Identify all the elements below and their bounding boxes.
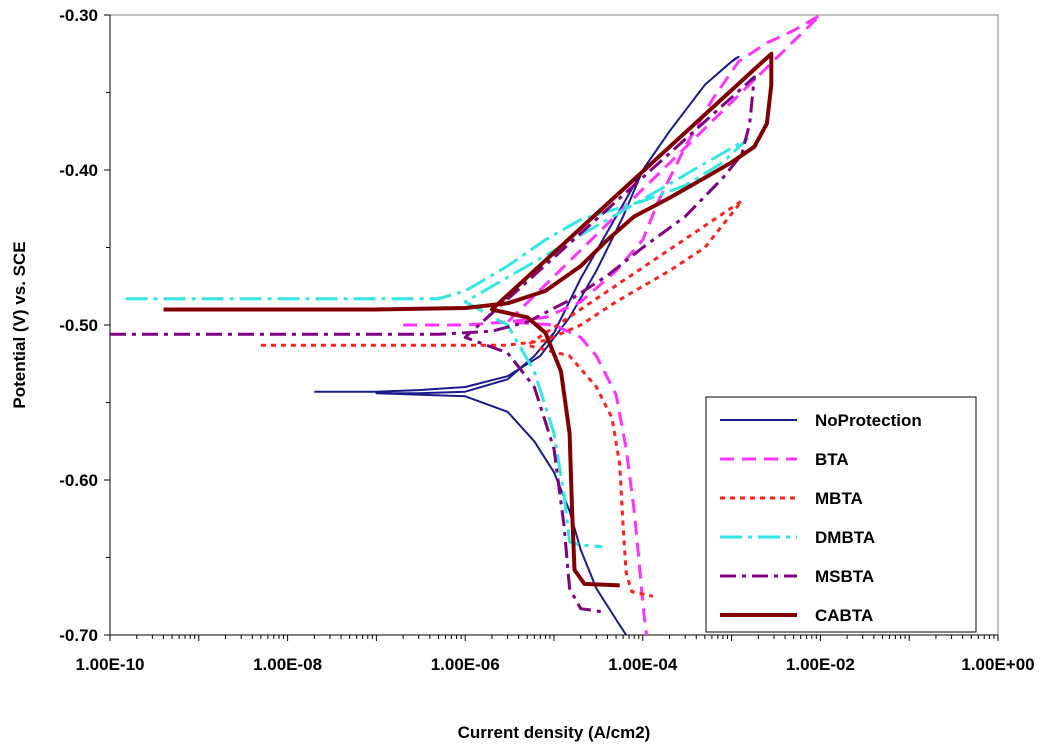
y-tick-label: -0.60 xyxy=(59,471,98,490)
y-axis-title: Potential (V) vs. SCE xyxy=(10,241,29,408)
x-tick-label: 1.00E+00 xyxy=(961,655,1034,674)
y-tick-label: -0.50 xyxy=(59,316,98,335)
x-axis-title: Current density (A/cm2) xyxy=(458,723,651,742)
axes: -0.30 -0.40 -0.50 -0.60 -0.70 1.00E-10 1.00E-0… xyxy=(59,6,1034,674)
legend-label-dmbta: DMBTA xyxy=(815,528,875,547)
x-tick-label: 1.00E-02 xyxy=(786,655,855,674)
series-line-msbta xyxy=(110,75,756,614)
x-tick-label: 1.00E-04 xyxy=(608,655,678,674)
series-line-bta xyxy=(403,15,822,635)
y-tick-label: -0.70 xyxy=(59,626,98,645)
legend-label-msbta: MSBTA xyxy=(815,567,874,586)
x-tick-label: 1.00E-10 xyxy=(76,655,145,674)
legend: NoProtection BTA MBTA DMBTA MSBTA CABTA xyxy=(705,396,977,633)
x-tick-label: 1.00E-08 xyxy=(253,655,322,674)
series-layer xyxy=(110,15,822,635)
legend-label-cabta: CABTA xyxy=(815,606,873,625)
legend-box xyxy=(705,396,977,633)
x-tick-label: 1.00E-06 xyxy=(431,655,500,674)
y-tick-label: -0.30 xyxy=(59,6,98,25)
legend-label-noprotection: NoProtection xyxy=(815,411,922,430)
y-tick-label: -0.40 xyxy=(59,161,98,180)
series-line-mbta xyxy=(260,199,744,598)
series-line-cabta xyxy=(163,51,774,588)
legend-label-bta: BTA xyxy=(815,450,849,469)
series-line-dmbta xyxy=(125,137,749,549)
legend-label-mbta: MBTA xyxy=(815,489,863,508)
